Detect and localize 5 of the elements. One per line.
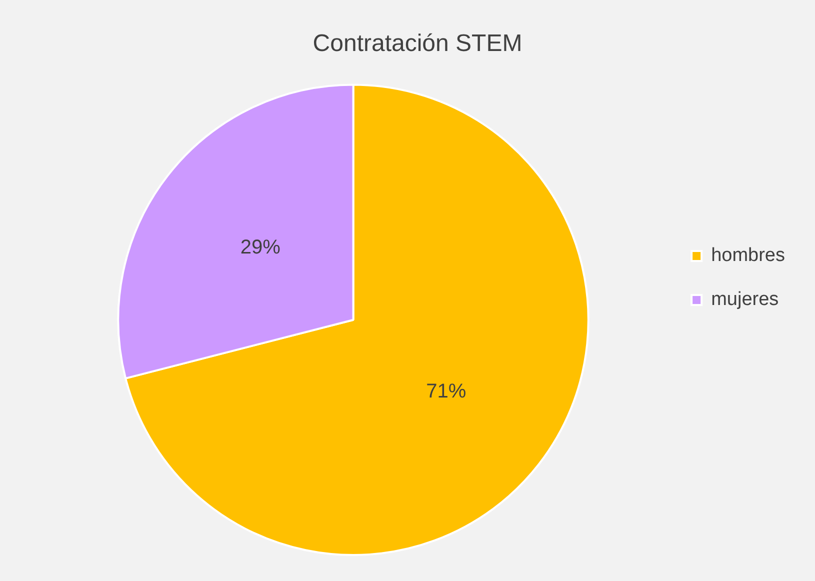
legend-label: hombres	[711, 245, 785, 266]
data-label: 71%	[426, 380, 466, 402]
chart-title: Contratación STEM	[312, 30, 522, 58]
data-label: 29%	[240, 236, 281, 258]
legend-label: mujeres	[711, 289, 779, 310]
